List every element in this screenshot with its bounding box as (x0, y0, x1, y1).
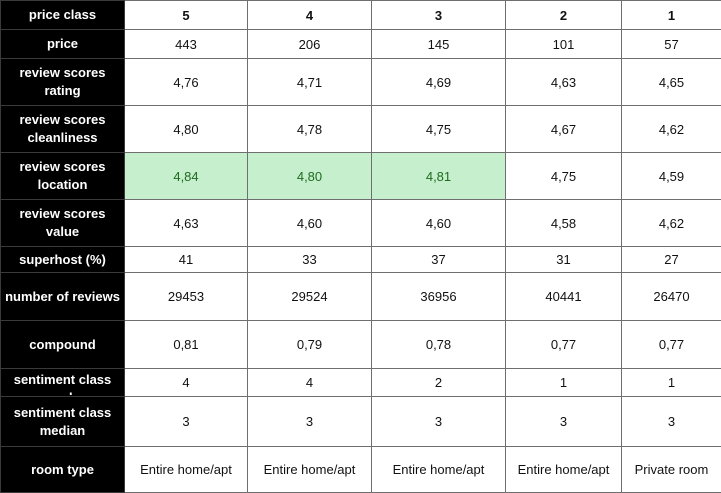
table-cell: 4,76 (124, 58, 248, 106)
row-label: review scores location (0, 152, 125, 200)
table-cell: 4,62 (621, 199, 721, 247)
row-label: number of reviews (0, 272, 125, 321)
table-row: room type Entire home/apt Entire home/apt E… (0, 446, 721, 493)
table-cell: 31 (505, 246, 622, 273)
table-cell: 4,80 (247, 152, 372, 200)
table-cell: 4,60 (247, 199, 372, 247)
table-cell: 1 (505, 368, 622, 397)
row-label: price (0, 29, 125, 59)
table-cell: 3 (371, 396, 506, 447)
table-cell: 41 (124, 246, 248, 273)
column-header-class-1: 1 (621, 0, 721, 30)
row-label: sentiment class median (0, 396, 125, 447)
table-row: review scores location 4,84 4,80 4,81 4,75 4,… (0, 152, 721, 200)
table-cell: 4,80 (124, 105, 248, 153)
table-cell: 40441 (505, 272, 622, 321)
table-cell: 4,84 (124, 152, 248, 200)
table-cell: 37 (371, 246, 506, 273)
table-cell: 4,78 (247, 105, 372, 153)
column-header-class-5: 5 (124, 0, 248, 30)
header-row: price class 5 4 3 2 1 (0, 0, 721, 30)
table-cell: 4,75 (505, 152, 622, 200)
table-cell: 33 (247, 246, 372, 273)
table-cell: 443 (124, 29, 248, 59)
table-cell: 0,81 (124, 320, 248, 369)
table-cell: 0,77 (621, 320, 721, 369)
row-label-text: sentiment class mode (13, 371, 112, 395)
table-cell: Entire home/apt (371, 446, 506, 493)
table-cell: 4,60 (371, 199, 506, 247)
table-cell: 3 (505, 396, 622, 447)
column-header-class-3: 3 (371, 0, 506, 30)
table-cell: Entire home/apt (247, 446, 372, 493)
table-cell: 4,62 (621, 105, 721, 153)
table-cell: 4 (124, 368, 248, 397)
table-cell: 29453 (124, 272, 248, 321)
table-cell: 3 (124, 396, 248, 447)
table-row: superhost (%) 41 33 37 31 27 (0, 246, 721, 273)
table-row: review scores value 4,63 4,60 4,60 4,58 4,62 (0, 199, 721, 247)
table-row: number of reviews 29453 29524 36956 40441 264… (0, 272, 721, 321)
table-cell: 26470 (621, 272, 721, 321)
table-cell: 4,63 (505, 58, 622, 106)
row-label: review scores rating (0, 58, 125, 106)
table-cell: 36956 (371, 272, 506, 321)
table-cell: 4,65 (621, 58, 721, 106)
table-cell: 27 (621, 246, 721, 273)
table-row: compound 0,81 0,79 0,78 0,77 0,77 (0, 320, 721, 369)
row-label: review scores value (0, 199, 125, 247)
table-row: review scores rating 4,76 4,71 4,69 4,63 4,65 (0, 58, 721, 106)
column-header-class-2: 2 (505, 0, 622, 30)
table-cell: 29524 (247, 272, 372, 321)
table-cell: 4,59 (621, 152, 721, 200)
table-cell: 145 (371, 29, 506, 59)
table-cell: 1 (621, 368, 721, 397)
table-cell: 101 (505, 29, 622, 59)
table-cell: Entire home/apt (124, 446, 248, 493)
row-label: review scores cleanliness (0, 105, 125, 153)
column-header-class-4: 4 (247, 0, 372, 30)
table-row: review scores cleanliness 4,80 4,78 4,75 4,6… (0, 105, 721, 153)
table-cell: 3 (247, 396, 372, 447)
table-row: sentiment class mode44211 (0, 368, 721, 397)
table-cell: 2 (371, 368, 506, 397)
table-cell: 57 (621, 29, 721, 59)
table-cell: 4,63 (124, 199, 248, 247)
table-row: price 443 206 145 101 57 (0, 29, 721, 59)
row-label: compound (0, 320, 125, 369)
table-cell: 4,75 (371, 105, 506, 153)
table-cell: Entire home/apt (505, 446, 622, 493)
row-label: superhost (%) (0, 246, 125, 273)
row-label: sentiment class mode (0, 368, 125, 397)
table-cell: 4,69 (371, 58, 506, 106)
table-cell: 4,67 (505, 105, 622, 153)
table-cell: 0,77 (505, 320, 622, 369)
row-label: room type (0, 446, 125, 493)
table-cell: 0,78 (371, 320, 506, 369)
table-cell: 3 (621, 396, 721, 447)
table-cell: 4,58 (505, 199, 622, 247)
table-cell: 0,79 (247, 320, 372, 369)
table-cell: 206 (247, 29, 372, 59)
table-cell: 4,71 (247, 58, 372, 106)
table-cell: 4,81 (371, 152, 506, 200)
table-cell: Private room (621, 446, 721, 493)
header-label: price class (0, 0, 125, 30)
table-row: sentiment class median 3 3 3 3 3 (0, 396, 721, 447)
table-cell: 4 (247, 368, 372, 397)
